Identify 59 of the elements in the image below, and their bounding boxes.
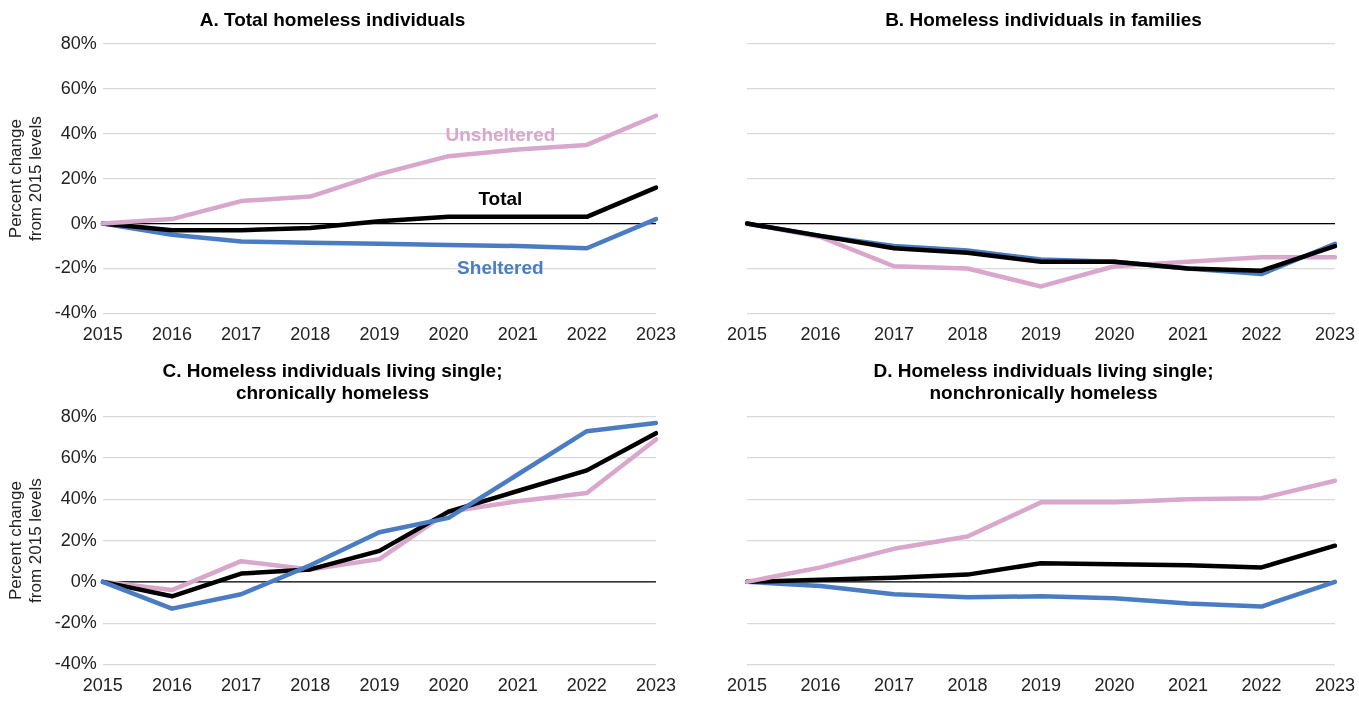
x-tick-label: 2017: [873, 324, 915, 345]
y-tick-label: 40%: [60, 488, 97, 509]
x-tick-label: 2019: [359, 324, 400, 345]
x-tick-label: 2022: [1241, 324, 1282, 345]
x-tick-label: 2019: [359, 675, 400, 696]
y-tick-label: 20%: [60, 167, 97, 188]
chart-title: C. Homeless individuals living single; chronically homeless: [162, 360, 503, 404]
y-tick-label: -20%: [54, 257, 97, 278]
x-tick-label: 2016: [800, 675, 841, 696]
x-tick-label: 2016: [800, 324, 841, 345]
x-tick-label: 2020: [1094, 324, 1135, 345]
x-tick-label: 2015: [82, 675, 123, 696]
chart-title: B. Homeless individuals in families: [885, 9, 1202, 31]
x-tick-label: 2022: [566, 324, 607, 345]
series-label: Unsheltered: [445, 123, 556, 145]
x-tick-label: 2023: [635, 324, 676, 345]
x-tick-label: 2020: [428, 675, 469, 696]
y-tick-label: 40%: [60, 122, 97, 143]
x-tick-label: 2015: [82, 324, 123, 345]
chart-title: A. Total homeless individuals: [199, 9, 466, 31]
y-tick-label: 80%: [60, 405, 97, 426]
series-label: Total: [478, 187, 523, 209]
x-tick-label: 2022: [566, 675, 607, 696]
y-tick-label: 20%: [60, 529, 97, 550]
y-axis-title: Percent change from 2015 levels: [5, 116, 46, 241]
x-tick-label: 2023: [1314, 675, 1355, 696]
y-tick-label: 0%: [70, 212, 97, 233]
x-tick-label: 2018: [290, 324, 331, 345]
x-tick-label: 2016: [151, 675, 192, 696]
x-tick-label: 2018: [290, 675, 331, 696]
x-tick-label: 2020: [1094, 675, 1135, 696]
x-tick-label: 2021: [497, 675, 538, 696]
y-tick-label: -40%: [54, 653, 97, 674]
x-tick-label: 2018: [947, 324, 988, 345]
y-axis-title: Percent change from 2015 levels: [5, 478, 46, 603]
x-tick-label: 2021: [1167, 324, 1209, 345]
x-tick-label: 2017: [873, 675, 915, 696]
x-tick-label: 2017: [221, 324, 262, 345]
x-tick-label: 2018: [947, 675, 988, 696]
x-tick-label: 2021: [1167, 675, 1209, 696]
x-tick-label: 2022: [1241, 675, 1282, 696]
x-tick-label: 2023: [635, 675, 676, 696]
x-tick-label: 2020: [428, 324, 469, 345]
x-tick-label: 2017: [221, 675, 262, 696]
x-tick-label: 2019: [1020, 324, 1062, 345]
y-tick-label: 0%: [70, 570, 97, 591]
x-tick-label: 2023: [1314, 324, 1355, 345]
x-tick-label: 2019: [1020, 675, 1062, 696]
x-tick-label: 2021: [497, 324, 538, 345]
x-tick-label: 2015: [726, 324, 768, 345]
y-tick-label: 80%: [60, 32, 97, 53]
chart-title: D. Homeless individuals living single; nonchronically homeless: [873, 360, 1214, 404]
y-tick-label: 60%: [60, 77, 97, 98]
x-tick-label: 2016: [151, 324, 192, 345]
y-tick-label: 60%: [60, 446, 97, 467]
x-tick-label: 2015: [726, 675, 768, 696]
y-tick-label: -20%: [54, 612, 97, 633]
series-label: Sheltered: [457, 257, 544, 279]
y-tick-label: -40%: [54, 302, 97, 323]
